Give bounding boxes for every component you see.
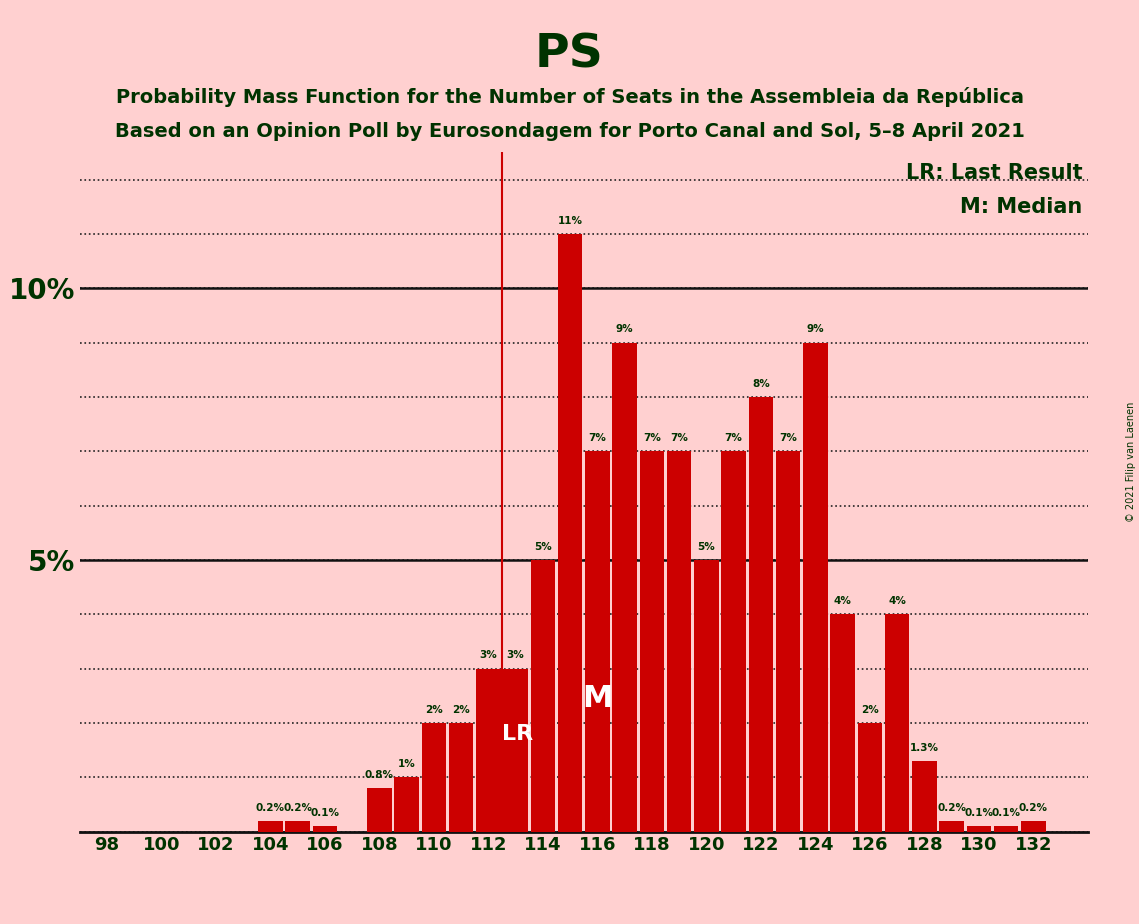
Text: 1.3%: 1.3% bbox=[910, 743, 939, 753]
Text: LR: Last Result: LR: Last Result bbox=[907, 163, 1083, 183]
Bar bbox=[721, 451, 746, 832]
Bar bbox=[666, 451, 691, 832]
Text: 9%: 9% bbox=[616, 324, 633, 334]
Text: 4%: 4% bbox=[834, 596, 852, 606]
Text: © 2021 Filip van Laenen: © 2021 Filip van Laenen bbox=[1125, 402, 1136, 522]
Bar bbox=[367, 788, 392, 832]
Text: 7%: 7% bbox=[589, 433, 606, 444]
Bar bbox=[885, 614, 909, 832]
Text: 2%: 2% bbox=[452, 705, 470, 715]
Bar bbox=[640, 451, 664, 832]
Text: 5%: 5% bbox=[697, 541, 715, 552]
Text: 9%: 9% bbox=[806, 324, 825, 334]
Text: 7%: 7% bbox=[670, 433, 688, 444]
Text: Probability Mass Function for the Number of Seats in the Assembleia da República: Probability Mass Function for the Number… bbox=[115, 87, 1024, 107]
Bar bbox=[313, 826, 337, 832]
Text: 2%: 2% bbox=[425, 705, 443, 715]
Bar bbox=[748, 397, 773, 832]
Bar bbox=[286, 821, 310, 832]
Text: 3%: 3% bbox=[507, 650, 524, 661]
Text: 2%: 2% bbox=[861, 705, 878, 715]
Bar bbox=[503, 669, 527, 832]
Text: 0.1%: 0.1% bbox=[965, 808, 993, 818]
Bar bbox=[585, 451, 609, 832]
Text: M: Median: M: Median bbox=[960, 197, 1083, 216]
Bar bbox=[694, 560, 719, 832]
Text: 11%: 11% bbox=[558, 216, 583, 225]
Text: 1%: 1% bbox=[398, 760, 416, 769]
Bar bbox=[476, 669, 501, 832]
Text: 0.2%: 0.2% bbox=[284, 803, 312, 812]
Text: 0.2%: 0.2% bbox=[937, 803, 966, 812]
Bar bbox=[259, 821, 282, 832]
Bar bbox=[1021, 821, 1046, 832]
Bar bbox=[613, 343, 637, 832]
Bar bbox=[421, 723, 446, 832]
Text: 8%: 8% bbox=[752, 379, 770, 389]
Text: 7%: 7% bbox=[724, 433, 743, 444]
Text: 0.2%: 0.2% bbox=[1018, 803, 1048, 812]
Bar bbox=[940, 821, 964, 832]
Bar bbox=[531, 560, 555, 832]
Text: 0.2%: 0.2% bbox=[256, 803, 285, 812]
Text: M: M bbox=[582, 684, 613, 713]
Text: 0.1%: 0.1% bbox=[992, 808, 1021, 818]
Text: Based on an Opinion Poll by Eurosondagem for Porto Canal and Sol, 5–8 April 2021: Based on an Opinion Poll by Eurosondagem… bbox=[115, 122, 1024, 141]
Text: 4%: 4% bbox=[888, 596, 906, 606]
Bar bbox=[858, 723, 882, 832]
Text: 0.8%: 0.8% bbox=[364, 770, 394, 780]
Bar bbox=[830, 614, 854, 832]
Text: 5%: 5% bbox=[534, 541, 551, 552]
Text: PS: PS bbox=[535, 32, 604, 78]
Bar bbox=[993, 826, 1018, 832]
Bar bbox=[394, 777, 419, 832]
Bar bbox=[803, 343, 828, 832]
Bar bbox=[776, 451, 801, 832]
Text: 3%: 3% bbox=[480, 650, 498, 661]
Text: 7%: 7% bbox=[779, 433, 797, 444]
Bar bbox=[912, 761, 936, 832]
Text: 0.1%: 0.1% bbox=[311, 808, 339, 818]
Bar bbox=[558, 234, 582, 832]
Text: LR: LR bbox=[502, 723, 533, 744]
Bar bbox=[967, 826, 991, 832]
Bar bbox=[449, 723, 474, 832]
Text: 7%: 7% bbox=[642, 433, 661, 444]
